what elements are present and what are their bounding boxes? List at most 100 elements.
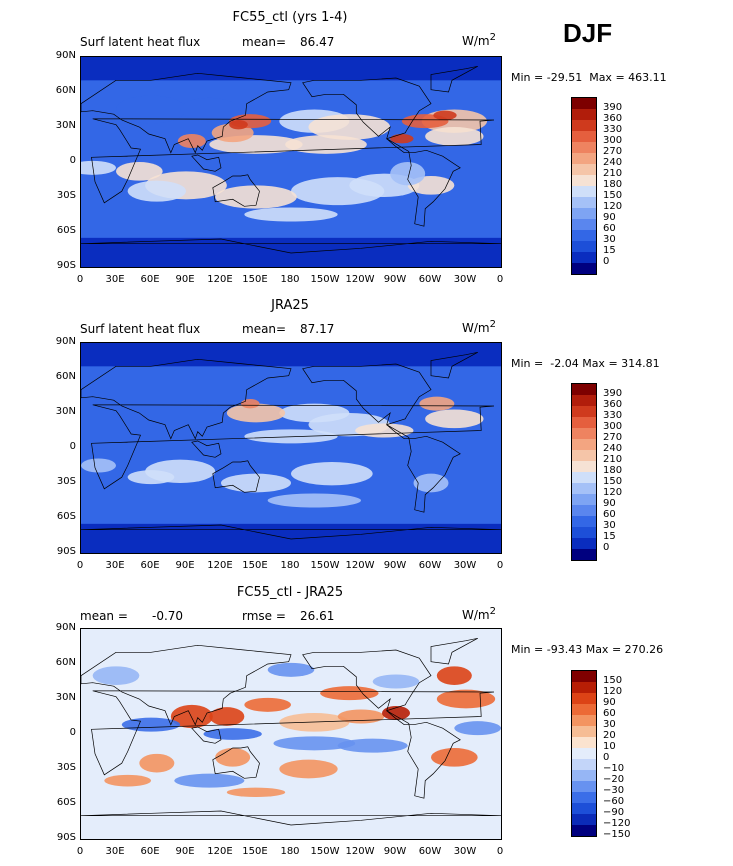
coastline-3	[191, 440, 222, 458]
lat-tick-label: 0	[69, 155, 76, 166]
lon-tick-label: 30W	[453, 560, 477, 571]
contour-region-14	[244, 429, 338, 444]
lon-tick-label: 0	[496, 846, 504, 857]
colorbar-label: 180	[603, 179, 623, 190]
colorbar-label: 15	[603, 531, 616, 542]
coastline-5	[386, 138, 461, 227]
colorbar-swatch	[572, 549, 596, 560]
lon-tick-label: 150W	[310, 846, 340, 857]
colorbar-label: −60	[603, 796, 625, 807]
lon-tick-label: 60E	[140, 274, 160, 285]
colorbar-swatch	[572, 98, 596, 109]
units-label: W/m2	[462, 319, 496, 335]
panel-subtitle: Surf latent heat flux	[80, 322, 201, 336]
lon-tick-label: 30E	[105, 560, 125, 571]
colorbar-swatch	[572, 461, 596, 472]
colorbar-swatch	[572, 704, 596, 715]
coastline-0	[91, 118, 495, 204]
colorbar-swatch	[572, 671, 596, 682]
contour-region-6	[127, 180, 186, 202]
lon-tick-label: 60E	[140, 560, 160, 571]
colorbar-swatch	[572, 175, 596, 186]
lat-tick-label: 0	[69, 441, 76, 452]
lon-tick-label: 0	[76, 846, 84, 857]
lat-tick-label: 90N	[55, 622, 76, 633]
lon-tick-label: 0	[496, 274, 504, 285]
colorbar-strip	[571, 383, 597, 561]
contour-region-9	[215, 748, 251, 767]
colorbar-swatch	[572, 219, 596, 230]
map-svg	[81, 629, 501, 839]
contour-region-2	[226, 403, 286, 423]
colorbar-label: 180	[603, 465, 623, 476]
coastline-3	[191, 154, 222, 172]
map-background	[81, 343, 501, 553]
coastline-7	[430, 351, 478, 379]
lon-tick-label: 120W	[345, 560, 375, 571]
colorbar-swatch	[572, 516, 596, 527]
coastline-4	[302, 363, 432, 426]
colorbar-label: 90	[603, 498, 616, 509]
contour-region-4	[419, 396, 455, 411]
contour-region-16	[337, 738, 408, 753]
colorbar-label: 330	[603, 410, 623, 421]
contour-region-21	[372, 674, 420, 689]
panel-title: FC55_ctl - JRA25	[236, 585, 344, 600]
colorbar-strip	[571, 97, 597, 275]
colorbar-label: −120	[603, 818, 631, 829]
contour-region-3	[240, 399, 260, 409]
colorbar-label: 90	[603, 697, 616, 708]
colorbar-strip	[571, 670, 597, 837]
contour-region-20	[81, 160, 116, 175]
contour-region-23	[104, 774, 151, 787]
mean-value: -0.70	[152, 609, 184, 623]
lat-tick-label: 90S	[56, 546, 76, 557]
lon-tick-label: 90W	[383, 274, 407, 285]
lat-tick-label: 30N	[55, 406, 76, 417]
heatmap-plot	[80, 342, 502, 554]
coastline-4	[302, 77, 432, 140]
lat-tick-label: 30S	[56, 476, 76, 487]
contour-region-12	[267, 493, 361, 508]
colorbar-swatch	[572, 230, 596, 241]
contour-region-15	[273, 736, 356, 751]
colorbar-swatch	[572, 759, 596, 770]
colorbar-label: 20	[603, 730, 616, 741]
contour-region-8	[221, 473, 291, 493]
colorbar-swatch	[572, 737, 596, 748]
contour-region-8	[285, 135, 367, 154]
colorbar-label: 300	[603, 135, 623, 146]
contour-region-13	[177, 134, 206, 148]
lon-tick-label: 150E	[242, 274, 268, 285]
lon-tick-label: 120E	[207, 274, 233, 285]
colorbar-swatch	[572, 450, 596, 461]
colorbar-label: 270	[603, 146, 623, 157]
colorbar-label: 90	[603, 212, 616, 223]
colorbar-label: 240	[603, 443, 623, 454]
colorbar-label: 330	[603, 124, 623, 135]
colorbar-swatch	[572, 494, 596, 505]
lon-tick-label: 60W	[418, 274, 442, 285]
contour-region-10	[139, 753, 175, 773]
rmse-value: 26.61	[300, 609, 335, 623]
colorbar-label: 30	[603, 520, 616, 531]
contour-region-4	[320, 686, 379, 701]
lat-tick-label: 60N	[55, 85, 76, 96]
coastline-6	[81, 524, 501, 540]
lat-tick-label: 90N	[55, 50, 76, 61]
contour-region-6	[382, 706, 410, 720]
map-svg	[81, 343, 501, 553]
map-svg	[81, 57, 501, 267]
units-label: W/m2	[462, 606, 496, 622]
lon-tick-label: 120E	[207, 846, 233, 857]
lon-tick-label: 90W	[383, 846, 407, 857]
colorbar-label: 360	[603, 113, 623, 124]
contour-region-21	[244, 207, 338, 222]
contour-region-5	[337, 709, 385, 724]
contour-region-1	[209, 707, 245, 726]
colorbar-swatch	[572, 131, 596, 142]
coastline-2	[212, 460, 260, 493]
polar-band-north	[81, 57, 501, 81]
colorbar-label: 150	[603, 190, 623, 201]
colorbar-swatch	[572, 781, 596, 792]
